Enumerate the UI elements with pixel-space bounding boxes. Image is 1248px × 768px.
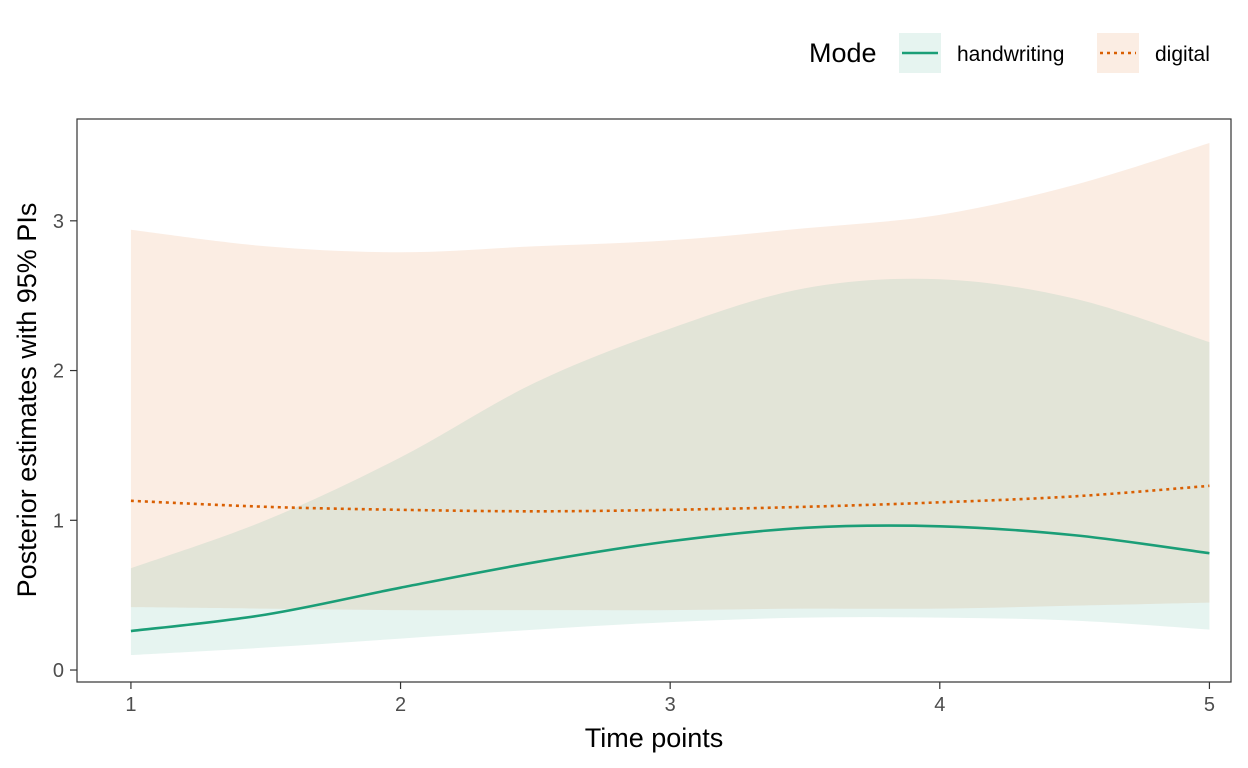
x-tick-label: 3 xyxy=(665,694,676,716)
legend-label-handwriting: handwriting xyxy=(957,43,1064,66)
credible-interval-bands xyxy=(130,142,1210,656)
legend: Mode handwriting digital xyxy=(809,33,1210,73)
y-axis-label: Posterior estimates with 95% PIs xyxy=(12,203,42,598)
interval-band-handwriting xyxy=(130,278,1210,656)
y-tick-label: 3 xyxy=(53,211,64,233)
x-tick-label: 4 xyxy=(934,694,945,716)
y-tick-label: 0 xyxy=(53,660,64,682)
series-line-digital xyxy=(130,484,1210,513)
series-lines xyxy=(130,484,1210,633)
x-tick-label: 1 xyxy=(125,694,136,716)
plot-panel xyxy=(77,119,1231,682)
legend-title: Mode xyxy=(809,38,877,68)
interval-band-digital xyxy=(130,142,1210,611)
y-tick-label: 1 xyxy=(53,510,64,532)
legend-label-digital: digital xyxy=(1155,43,1210,66)
legend-key-digital xyxy=(1097,33,1139,73)
y-axis: 0 1 2 3 xyxy=(53,211,77,682)
x-tick-label: 5 xyxy=(1204,694,1215,716)
x-tick-label: 2 xyxy=(395,694,406,716)
x-axis: 1 2 3 4 5 xyxy=(125,682,1215,716)
plot-panel-border xyxy=(76,118,1232,683)
x-axis-label: Time points xyxy=(585,723,724,753)
y-tick-label: 2 xyxy=(53,361,64,383)
series-line-handwriting xyxy=(130,524,1210,633)
